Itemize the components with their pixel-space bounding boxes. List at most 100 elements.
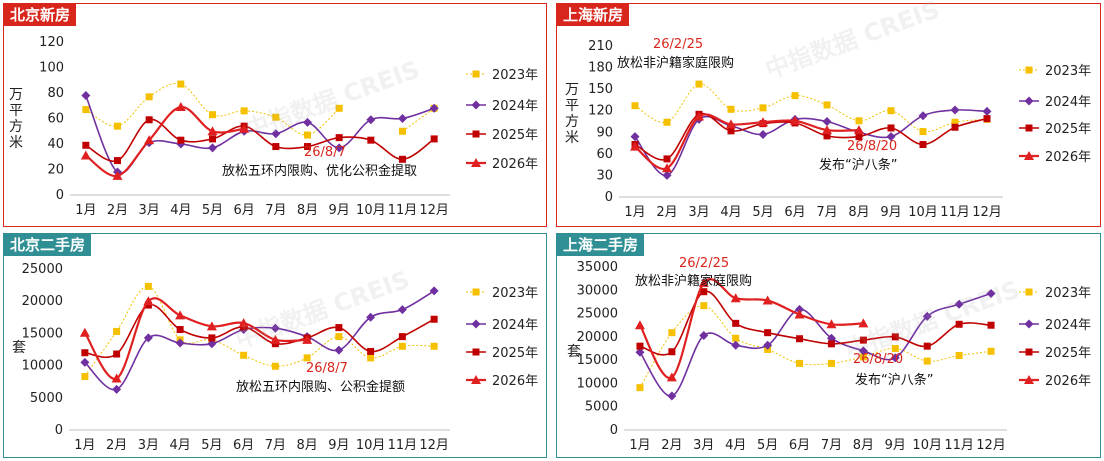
data-point: [791, 92, 799, 100]
data-point: [668, 329, 676, 337]
legend-label: 2025年: [492, 128, 538, 143]
data-point: [367, 347, 375, 355]
legend-label: 2026年: [492, 374, 538, 389]
data-point: [143, 296, 154, 306]
y-tick-label: 15000: [22, 326, 63, 341]
annotation-text: 发布“沪八条”: [855, 372, 933, 388]
annotation-date: 26/8/20: [853, 352, 903, 367]
annotation-date: 26/8/7: [304, 145, 346, 160]
data-point: [367, 136, 375, 144]
x-tick-label: 2月: [656, 205, 677, 220]
y-tick-label: 120: [588, 104, 613, 119]
data-point: [854, 125, 864, 135]
legend-label: 2025年: [492, 346, 538, 361]
data-point: [663, 118, 671, 126]
chart-title: 北京二手房: [4, 234, 92, 256]
series-line: [84, 290, 435, 391]
data-point: [635, 347, 645, 357]
y-axis-label: 方: [9, 119, 23, 135]
data-point: [209, 135, 216, 143]
data-point: [144, 282, 152, 290]
x-tick-label: 6月: [789, 438, 810, 453]
data-point: [726, 119, 736, 129]
data-point: [398, 333, 406, 341]
x-tick-label: 11月: [388, 203, 418, 218]
data-point: [1025, 288, 1033, 296]
data-point: [891, 345, 899, 352]
x-tick-label: 12月: [976, 438, 1006, 453]
data-point: [795, 304, 805, 314]
chart-panel-shanghai-resale: 上海二手房 0 5000 10000 15000 20000 25000 30000 3500…: [556, 233, 1101, 458]
data-point: [472, 70, 480, 78]
data-point: [1025, 348, 1033, 356]
data-point: [855, 117, 863, 125]
x-tick-label: 10月: [356, 203, 386, 218]
data-point: [662, 163, 672, 173]
data-point: [955, 320, 963, 328]
line-chart-beijing-new: 0 20 40 60 80 100 120 1月 2月 3月 4月 5月 6月 7月 8月 9月 10月 11月 1…: [9, 35, 538, 218]
x-tick-label: 3月: [693, 438, 714, 453]
chart-title: 北京新房: [4, 4, 77, 26]
annotation-text: 放松五环内限购、公积金提额: [236, 379, 405, 395]
data-point: [398, 114, 407, 123]
data-point: [763, 340, 773, 350]
legend-label: 2024年: [1045, 318, 1091, 333]
data-point: [429, 103, 439, 113]
line-chart-shanghai-new: 0 30 60 90 120 150 180 210 1月 2月 3月 4月 5月 6月 7月 8月 9月 10月…: [565, 37, 1091, 220]
line-chart-beijing-resale: 0 5000 10000 15000 20000 25000 1月 2月 3月 4月 5月 6月 7月 8…: [12, 262, 538, 453]
data-point: [759, 104, 767, 112]
x-tick-label: 2月: [661, 438, 682, 453]
x-tick-label: 4月: [169, 438, 190, 453]
data-point: [471, 100, 481, 110]
x-tick-label: 6月: [234, 203, 255, 218]
x-tick-label: 11月: [388, 438, 418, 453]
x-tick-label: 12月: [419, 438, 449, 453]
data-point: [827, 359, 835, 367]
series-line: [402, 107, 435, 132]
data-point: [366, 115, 376, 125]
y-axis-label: 方: [565, 114, 579, 130]
data-point: [335, 134, 343, 142]
x-tick-label: 4月: [170, 203, 191, 218]
data-point: [826, 319, 837, 329]
data-point: [335, 104, 343, 112]
y-tick-label: 180: [588, 61, 613, 76]
y-tick-label: 20: [47, 163, 64, 178]
data-point: [209, 111, 216, 119]
y-tick-label: 90: [596, 125, 613, 140]
data-point: [823, 101, 831, 109]
data-point: [399, 127, 406, 135]
data-point: [238, 318, 249, 328]
data-point: [177, 136, 185, 144]
data-point: [208, 143, 217, 153]
data-point: [762, 295, 773, 305]
data-point: [666, 372, 677, 382]
data-point: [366, 312, 376, 322]
data-point: [143, 333, 153, 343]
data-point: [699, 330, 709, 340]
data-point: [794, 309, 805, 319]
data-point: [919, 128, 927, 136]
chart-panel-beijing-resale: 北京二手房 0 5000 10000 15000 20000 25000 1月 2月 3月 4月 5…: [3, 233, 547, 458]
y-tick-label: 210: [588, 39, 613, 54]
x-tick-label: 7月: [265, 438, 286, 453]
y-tick-label: 30: [596, 168, 613, 183]
legend-label: 2023年: [1045, 286, 1091, 301]
data-point: [145, 93, 153, 101]
data-point: [367, 354, 375, 362]
data-point: [82, 141, 90, 149]
data-point: [822, 117, 832, 126]
data-point: [630, 141, 640, 151]
data-point: [634, 320, 645, 330]
data-point: [954, 299, 964, 309]
annotation-text: 放松五环内限购、优化公积金提取: [222, 163, 417, 179]
data-point: [471, 375, 481, 384]
data-point: [1024, 151, 1034, 160]
data-point: [727, 127, 735, 135]
y-tick-label: 0: [605, 190, 613, 205]
data-point: [303, 354, 311, 362]
line-chart-shanghai-resale: 0 5000 10000 15000 20000 25000 30000 35000 1月 2月 3…: [567, 256, 1091, 453]
data-point: [796, 359, 804, 367]
y-axis-label: 套: [567, 344, 581, 360]
data-point: [923, 342, 931, 350]
